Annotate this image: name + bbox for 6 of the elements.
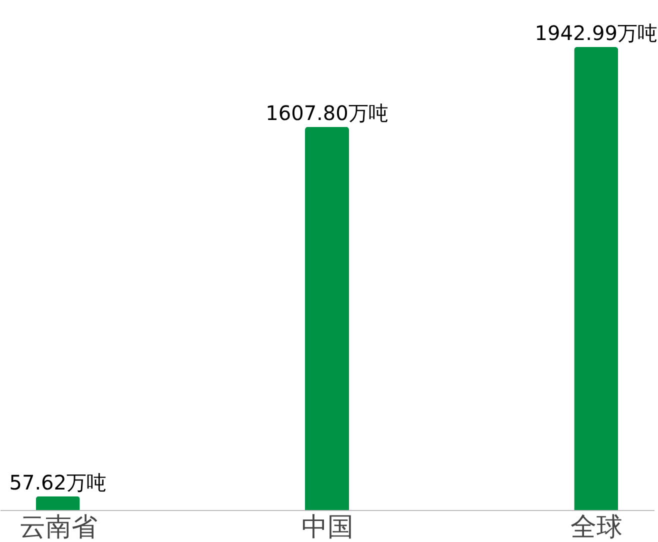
x-tick-label: 云南省 [19,512,98,542]
data-label: 1607.80万吨 [266,100,388,125]
data-label: 1942.99万吨 [534,21,658,45]
data-label: 57.62万吨 [9,470,106,494]
x-tick-label: 中国 [302,512,354,542]
x-tick-label: 全球 [570,512,623,542]
